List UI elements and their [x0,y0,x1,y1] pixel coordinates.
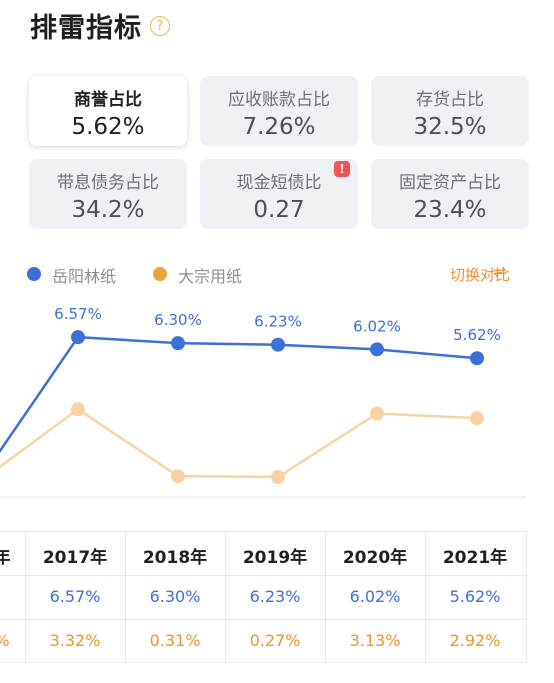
metric-card-fixed-assets[interactable]: 固定资产占比 23.4% [371,159,529,229]
table-divider [125,532,126,662]
table-cell-series-a: 6.23% [249,587,301,606]
data-point [271,337,285,352]
table-cell-series-a: 5.62% [449,587,501,606]
metric-value: 34.2% [71,197,145,223]
table-header: 2017年 [42,548,108,568]
table-divider [325,532,326,662]
data-point [370,342,384,357]
table-cell-series-a: 6.57% [49,587,101,606]
data-point [271,470,285,485]
switch-compare-button[interactable]: 切换对比 [449,266,510,284]
metric-card-goodwill[interactable]: 商誉占比 5.62% [29,76,187,146]
metric-label: 商誉占比 [74,90,142,110]
data-label: 6.23% [254,313,302,331]
data-point [370,406,384,421]
switch-icon[interactable]: ⇌ [493,262,507,281]
table-cell-series-b: % [0,631,52,650]
metric-label: 带息债务占比 [57,173,159,193]
data-label: 6.30% [154,311,202,329]
metric-value: 23.4% [413,197,487,223]
data-point [171,469,185,484]
metric-label: 现金短债比 [236,173,322,193]
table-cell-series-a: 6.30% [149,587,201,606]
table-divider [225,532,226,662]
table-header: 2019年 [242,548,308,568]
table-header: 年 [0,548,11,568]
metric-card-interest-debt[interactable]: 带息债务占比 34.2% [29,159,187,229]
table-divider [0,575,526,576]
metric-card-receivables[interactable]: 应收账款占比 7.26% [200,76,358,146]
legend-label-series-b: 大宗用纸 [178,267,243,286]
help-icon[interactable]: ? [150,16,170,36]
series-line-a [0,335,478,454]
data-point [171,336,185,351]
legend-dot-series-b [153,267,167,281]
data-point [71,402,85,417]
data-label: 6.02% [353,317,401,335]
legend-label-series-a: 岳阳林纸 [52,267,117,286]
table-cell-series-b: 3.13% [349,631,401,650]
data-point [470,351,484,366]
data-label: 6.57% [54,305,102,323]
data-label: 5.62% [453,326,501,344]
series-line-b [0,407,478,479]
metric-value: 7.26% [242,114,316,140]
table-cell-series-b: 0.31% [149,631,201,650]
metric-value: 5.62% [71,114,145,140]
page-title: 排雷指标 [30,13,142,44]
table-cell-series-b: 0.27% [249,631,301,650]
table-divider [25,532,26,662]
table-header: 2018年 [142,548,208,568]
table-header: 2020年 [342,548,408,568]
table-header: 2021年 [442,548,508,568]
data-point [470,411,484,426]
table-cell-series-b: 3.32% [49,631,101,650]
data-table: 年 2017年 2018年 2019年 2020年 2021年 6.57% 6.… [0,531,527,663]
metric-card-inventory[interactable]: 存货占比 32.5% [371,76,529,146]
table-cell-series-a: 6.02% [349,587,401,606]
warning-icon: ! [334,161,350,177]
metric-value: 32.5% [413,114,487,140]
metric-label: 应收账款占比 [228,90,330,110]
metric-card-cash-short-debt[interactable]: 现金短债比 0.27 [200,159,358,229]
data-point [71,330,85,345]
table-divider [425,532,426,662]
table-divider [0,619,526,620]
metric-label: 存货占比 [416,90,484,110]
metric-label: 固定资产占比 [399,173,501,193]
legend-dot-series-a [27,267,41,281]
table-cell-series-b: 2.92% [449,631,501,650]
metric-value: 0.27 [253,197,305,223]
